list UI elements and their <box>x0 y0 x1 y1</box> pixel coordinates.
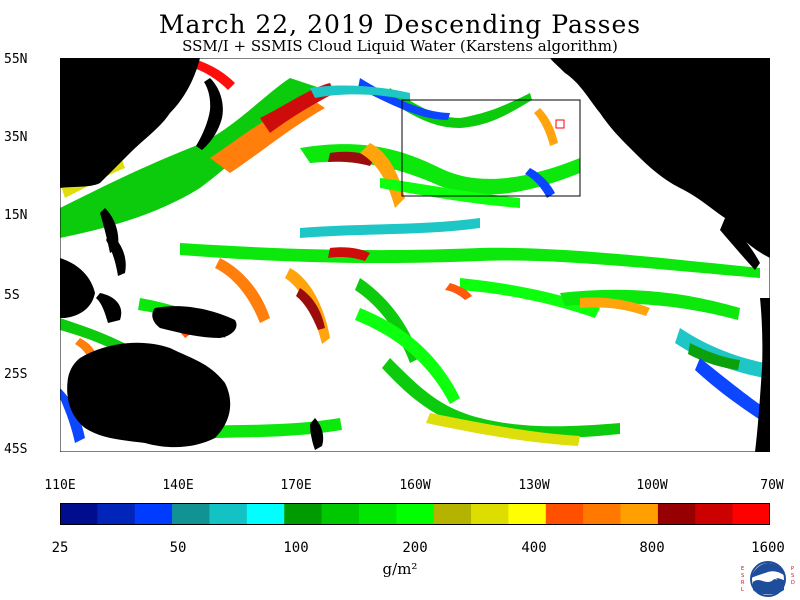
lat-label-5s: 5S <box>4 288 20 303</box>
new-zealand-landmass <box>310 418 324 450</box>
colorbar-swatch <box>134 503 173 525</box>
colorbar-swatch <box>657 503 696 525</box>
colorbar-swatch <box>396 503 435 525</box>
colorbar-swatch <box>321 503 360 525</box>
colorbar-swatch <box>620 503 659 525</box>
colorbar-swatch <box>284 503 323 525</box>
lat-label-15n: 15N <box>4 208 28 223</box>
colorbar-swatch <box>97 503 136 525</box>
borneo-landmass <box>60 258 95 318</box>
colorbar-swatch <box>172 503 210 525</box>
south-america-landmass <box>755 298 770 452</box>
lon-label-160w: 160W <box>399 478 431 493</box>
lat-label-25s: 25S <box>4 367 28 382</box>
lat-label-55n: 55N <box>4 52 28 67</box>
north-america-landmass <box>550 58 770 258</box>
new-guinea-landmass <box>152 306 237 338</box>
colorbar-swatch <box>60 503 98 525</box>
asia-landmass <box>60 58 200 188</box>
philippines-south-landmass <box>106 233 126 276</box>
lon-label-130w: 130W <box>518 478 550 493</box>
lat-label-35n: 35N <box>4 130 28 145</box>
colorbar-swatch <box>433 503 472 525</box>
colorbar-swatch <box>358 503 397 525</box>
colorbar-swatch <box>471 503 509 525</box>
colorbar-swatch <box>209 503 248 525</box>
colorbar-label-25: 25 <box>51 540 69 556</box>
colorbar-swatch <box>246 503 285 525</box>
colorbar-swatch <box>732 503 770 525</box>
colorbar-swatch <box>545 503 584 525</box>
lat-label-45s: 45S <box>4 442 28 457</box>
lon-label-170e: 170E <box>280 478 312 493</box>
japan-landmass <box>196 78 223 150</box>
australia-landmass <box>67 342 231 448</box>
colorbar-label-1600: 1600 <box>751 540 785 556</box>
colorbar <box>60 503 770 525</box>
land-masses <box>60 58 770 452</box>
colorbar-label-400: 400 <box>521 540 547 556</box>
colorbar-units: g/m² <box>382 560 418 578</box>
colorbar-label-800: 800 <box>639 540 665 556</box>
region-outline-box <box>401 99 581 197</box>
lon-label-70w: 70W <box>760 478 784 493</box>
central-america-landmass <box>720 218 760 270</box>
colorbar-swatch <box>508 503 547 525</box>
noaa-emblem-text: NOAA <box>759 575 777 582</box>
colorbar-frame <box>60 503 770 525</box>
lon-label-140e: 140E <box>162 478 194 493</box>
lon-label-100w: 100W <box>636 478 668 493</box>
colorbar-label-50: 50 <box>169 540 187 556</box>
colorbar-swatch <box>583 503 622 525</box>
map-title: March 22, 2019 Descending Passes <box>158 10 642 39</box>
lon-label-110e: 110E <box>44 478 76 493</box>
colorbar-label-200: 200 <box>402 540 428 556</box>
map-subtitle: SSM/I + SSMIS Cloud Liquid Water (Karste… <box>182 37 618 55</box>
colorbar-label-100: 100 <box>283 540 309 556</box>
cloud-water-map <box>60 58 770 452</box>
colorbar-swatch <box>695 503 734 525</box>
small-red-box <box>555 119 565 129</box>
sulawesi-landmass <box>96 293 122 323</box>
